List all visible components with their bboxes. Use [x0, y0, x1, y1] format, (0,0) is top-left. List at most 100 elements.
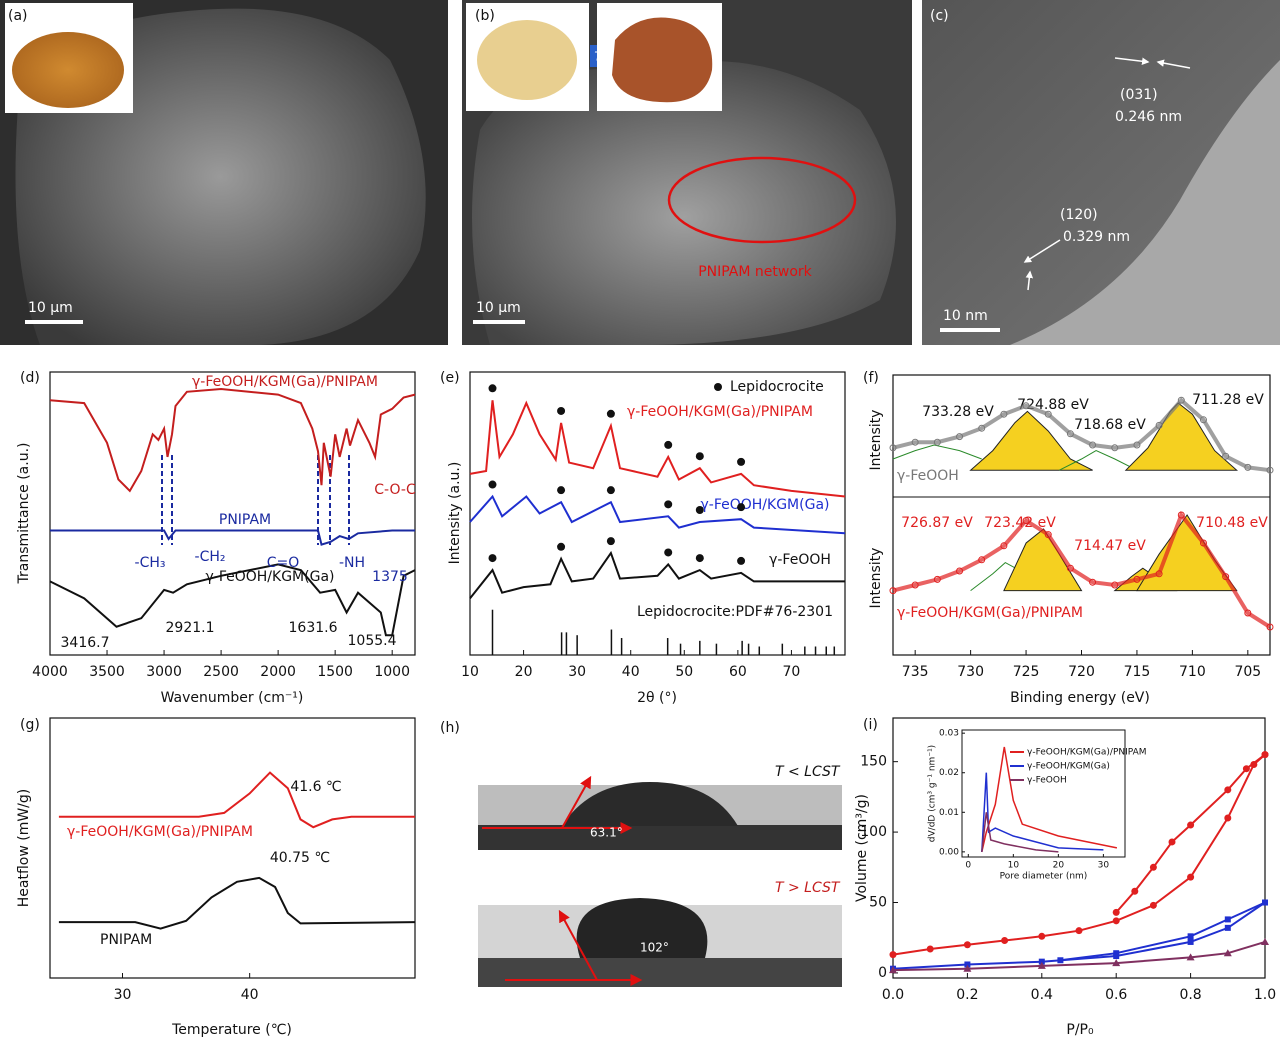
peak-marker — [664, 440, 673, 449]
series-line — [50, 529, 415, 546]
x-tick-label: 3500 — [89, 664, 125, 680]
point — [1112, 959, 1121, 967]
x-tick-label: 20 — [515, 664, 533, 680]
reference-label: Lepidocrocite:PDF#76-2301 — [637, 604, 833, 620]
legend-label: γ-FeOOH/KGM(Ga)/PNIPAM — [1027, 748, 1147, 758]
point — [1038, 958, 1045, 965]
plots: (d)4000 3500 3000 2500 2000 1500 1000Wavenumbe… — [16, 370, 1276, 1038]
point — [1224, 786, 1232, 794]
x-tick-label: 1500 — [317, 664, 353, 680]
condition-label: T < LCST — [775, 764, 841, 780]
panel-label: (b) — [475, 8, 495, 24]
x-axis-label: 2θ (°) — [637, 690, 677, 706]
x-tick-label: 0.0 — [882, 987, 904, 1003]
plane-arrow — [1114, 57, 1150, 66]
x-tick-label: 70 — [783, 664, 801, 680]
fit-label: 733.28 eV — [922, 404, 994, 420]
scale-label: 10 nm — [943, 308, 988, 324]
series-line — [49, 387, 416, 493]
point — [1001, 937, 1009, 945]
inset-plot-frame — [961, 729, 1126, 858]
network-label: PNIPAM network — [698, 264, 812, 280]
fit-peak — [1124, 402, 1239, 471]
x-tick-label: 720 — [1068, 664, 1095, 680]
panel-label: (a) — [8, 8, 28, 24]
data-point — [911, 581, 919, 589]
x-tick-label: 2500 — [203, 664, 239, 680]
droplet — [562, 782, 738, 826]
porous-network — [472, 61, 896, 345]
peak-marker — [557, 542, 566, 551]
y-axis-label: Volume (cm³/g) — [854, 794, 870, 902]
panel-label: (g) — [20, 717, 40, 733]
fit-label: 726.87 eV — [901, 515, 973, 531]
data-point — [1000, 542, 1008, 550]
series-label: PNIPAM — [219, 512, 271, 528]
point — [1224, 814, 1232, 822]
point — [1037, 961, 1046, 969]
annotation: -NH — [339, 555, 365, 571]
point — [1187, 873, 1195, 881]
condition-label: T > LCST — [775, 880, 841, 896]
point — [889, 951, 897, 959]
peak-marker — [557, 486, 566, 495]
peak-marker — [488, 384, 497, 393]
annotation: 40.75 ℃ — [270, 850, 330, 866]
data-point — [889, 444, 897, 452]
plane-spacing: 0.329 nm — [1063, 229, 1130, 245]
x-tick-label: 730 — [957, 664, 984, 680]
image-h: (h) T < LCST 63.1° T > LCST 102° — [440, 720, 842, 987]
legend-label: γ-FeOOH — [1027, 776, 1067, 786]
y-tick-label: 150 — [860, 754, 887, 770]
inset-line — [981, 772, 1104, 852]
point — [1224, 924, 1231, 931]
y-axis-label: Intensity (a.u.) — [447, 462, 463, 565]
y-tick-label: 0.02 — [939, 768, 959, 778]
data-point — [978, 424, 986, 432]
data-point — [956, 433, 964, 441]
highlight-ellipse — [667, 156, 857, 244]
data-point — [1044, 531, 1052, 539]
point — [1149, 863, 1157, 871]
vacuum — [1010, 60, 1280, 345]
data-point — [911, 438, 919, 446]
plane-arrow — [1025, 270, 1034, 291]
plane-spacing: 0.246 nm — [1115, 109, 1182, 125]
inset-line — [981, 812, 1059, 853]
series-line — [58, 876, 416, 930]
annotation: -CH₂ — [195, 549, 226, 565]
peak-marker — [606, 486, 615, 495]
point — [1261, 751, 1269, 759]
point — [963, 964, 972, 972]
x-axis-label: P/P₀ — [1066, 1022, 1094, 1038]
inset-frame — [935, 724, 1128, 885]
series-line — [1115, 753, 1266, 914]
x-tick-label: 1000 — [374, 664, 410, 680]
x-axis-label: Wavenumber (cm⁻¹) — [161, 690, 304, 706]
substrate — [478, 825, 842, 850]
plot-frame — [892, 717, 1266, 979]
x-tick-label: 2000 — [260, 664, 296, 680]
series-line — [469, 400, 846, 498]
point — [1149, 901, 1157, 909]
point — [1057, 957, 1064, 964]
legend-label: γ-FeOOH/KGM(Ga) — [1027, 762, 1110, 772]
data-point — [956, 567, 964, 575]
x-tick-label: 1.0 — [1254, 987, 1276, 1003]
point — [1113, 950, 1120, 957]
x-tick-label: 735 — [902, 664, 929, 680]
peak-marker — [737, 457, 746, 466]
fit-peak — [969, 410, 1093, 471]
point — [1187, 938, 1194, 945]
fit-label: 714.47 eV — [1074, 538, 1146, 554]
plane-index: (120) — [1060, 207, 1098, 223]
annotation: 2921.1 — [166, 620, 215, 636]
series-line — [892, 510, 1272, 629]
data-point — [1066, 430, 1074, 438]
panel-label: (f) — [863, 370, 879, 386]
plot-frame — [469, 371, 846, 656]
x-tick-label: 50 — [675, 664, 693, 680]
x-tick-label: 0.4 — [1031, 987, 1053, 1003]
x-tick-label: 60 — [729, 664, 747, 680]
series-line — [49, 563, 416, 637]
